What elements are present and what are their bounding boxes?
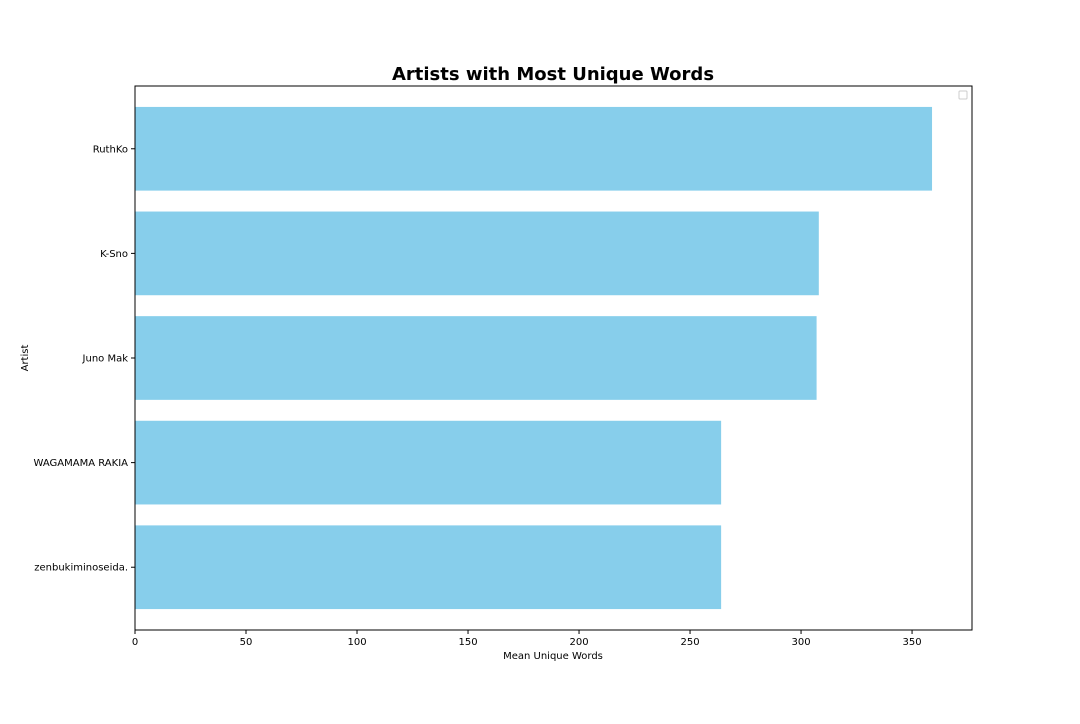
x-tick-label: 350 [903, 637, 922, 648]
y-tick-label: K-Sno [100, 249, 128, 260]
x-tick-label: 50 [240, 637, 253, 648]
bar [135, 106, 933, 191]
x-tick-label: 300 [792, 637, 811, 648]
bar [135, 316, 817, 400]
x-axis-ticks: 0 50 100 150 200 250 300 350 [132, 630, 922, 648]
y-tick-label: zenbukiminoseida. [34, 563, 128, 574]
x-tick-label: 150 [458, 637, 477, 648]
bar [135, 420, 722, 505]
x-tick-label: 0 [132, 637, 138, 648]
chart-title: Artists with Most Unique Words [392, 64, 714, 85]
y-axis-ticks: RuthKo K-Sno Juno Mak WAGAMAMA RAKIA zenbuki… [34, 144, 135, 574]
y-tick-label: WAGAMAMA RAKIA [34, 458, 129, 469]
y-tick-label: Juno Mak [82, 354, 129, 365]
y-tick-label: RuthKo [93, 144, 128, 155]
x-tick-label: 100 [347, 637, 366, 648]
y-axis-label: Artist [20, 345, 31, 372]
bars-group [135, 106, 933, 610]
bar [135, 525, 722, 610]
x-tick-label: 200 [569, 637, 588, 648]
legend-box [958, 90, 968, 100]
x-axis-label: Mean Unique Words [503, 651, 603, 662]
x-tick-label: 250 [680, 637, 699, 648]
bar [135, 211, 819, 296]
